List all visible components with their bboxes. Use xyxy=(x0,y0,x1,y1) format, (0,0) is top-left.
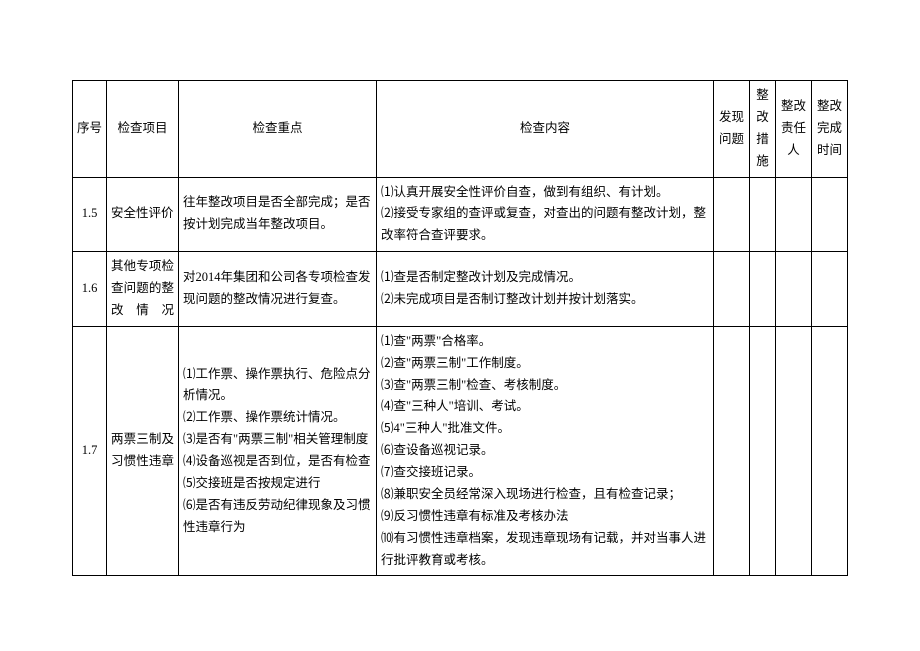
cell-measure xyxy=(750,177,776,252)
header-item: 检查项目 xyxy=(107,81,179,178)
cell-key: ⑴工作票、操作票执行、危险点分析情况。⑵工作票、操作票统计情况。⑶是否有"两票三… xyxy=(179,326,377,576)
header-person: 整改责任人 xyxy=(776,81,812,178)
inspection-table: 序号 检查项目 检查重点 检查内容 发现问题 整改措施 整改责任人 整改完成时间… xyxy=(72,80,848,576)
cell-num: 1.7 xyxy=(73,326,107,576)
cell-key: 对2014年集团和公司各专项检查发现问题的整改情况进行复查。 xyxy=(179,252,377,327)
cell-content: ⑴查"两票"合格率。⑵查"两票三制"工作制度。⑶查"两票三制"检查、考核制度。⑷… xyxy=(377,326,714,576)
header-key: 检查重点 xyxy=(179,81,377,178)
cell-time xyxy=(812,252,848,327)
cell-find xyxy=(714,252,750,327)
cell-num: 1.6 xyxy=(73,252,107,327)
table-header-row: 序号 检查项目 检查重点 检查内容 发现问题 整改措施 整改责任人 整改完成时间 xyxy=(73,81,848,178)
cell-num: 1.5 xyxy=(73,177,107,252)
header-num: 序号 xyxy=(73,81,107,178)
table-row: 1.6 其他专项检查问题的整改情况 对2014年集团和公司各专项检查发现问题的整… xyxy=(73,252,848,327)
header-measure: 整改措施 xyxy=(750,81,776,178)
cell-content: ⑴认真开展安全性评价自查，做到有组织、有计划。⑵接受专家组的查评或复查，对查出的… xyxy=(377,177,714,252)
header-time: 整改完成时间 xyxy=(812,81,848,178)
table-row: 1.7 两票三制及习惯性违章 ⑴工作票、操作票执行、危险点分析情况。⑵工作票、操… xyxy=(73,326,848,576)
cell-item: 其他专项检查问题的整改情况 xyxy=(107,252,179,327)
cell-content: ⑴查是否制定整改计划及完成情况。⑵未完成项目是否制订整改计划并按计划落实。 xyxy=(377,252,714,327)
cell-find xyxy=(714,177,750,252)
cell-key: 往年整改项目是否全部完成；是否按计划完成当年整改项目。 xyxy=(179,177,377,252)
cell-time xyxy=(812,177,848,252)
table-row: 1.5 安全性评价 往年整改项目是否全部完成；是否按计划完成当年整改项目。 ⑴认… xyxy=(73,177,848,252)
cell-person xyxy=(776,326,812,576)
header-find: 发现问题 xyxy=(714,81,750,178)
cell-find xyxy=(714,326,750,576)
cell-time xyxy=(812,326,848,576)
cell-item: 安全性评价 xyxy=(107,177,179,252)
cell-person xyxy=(776,252,812,327)
cell-item: 两票三制及习惯性违章 xyxy=(107,326,179,576)
cell-measure xyxy=(750,252,776,327)
header-content: 检查内容 xyxy=(377,81,714,178)
cell-person xyxy=(776,177,812,252)
page: 序号 检查项目 检查重点 检查内容 发现问题 整改措施 整改责任人 整改完成时间… xyxy=(0,0,920,651)
cell-measure xyxy=(750,326,776,576)
